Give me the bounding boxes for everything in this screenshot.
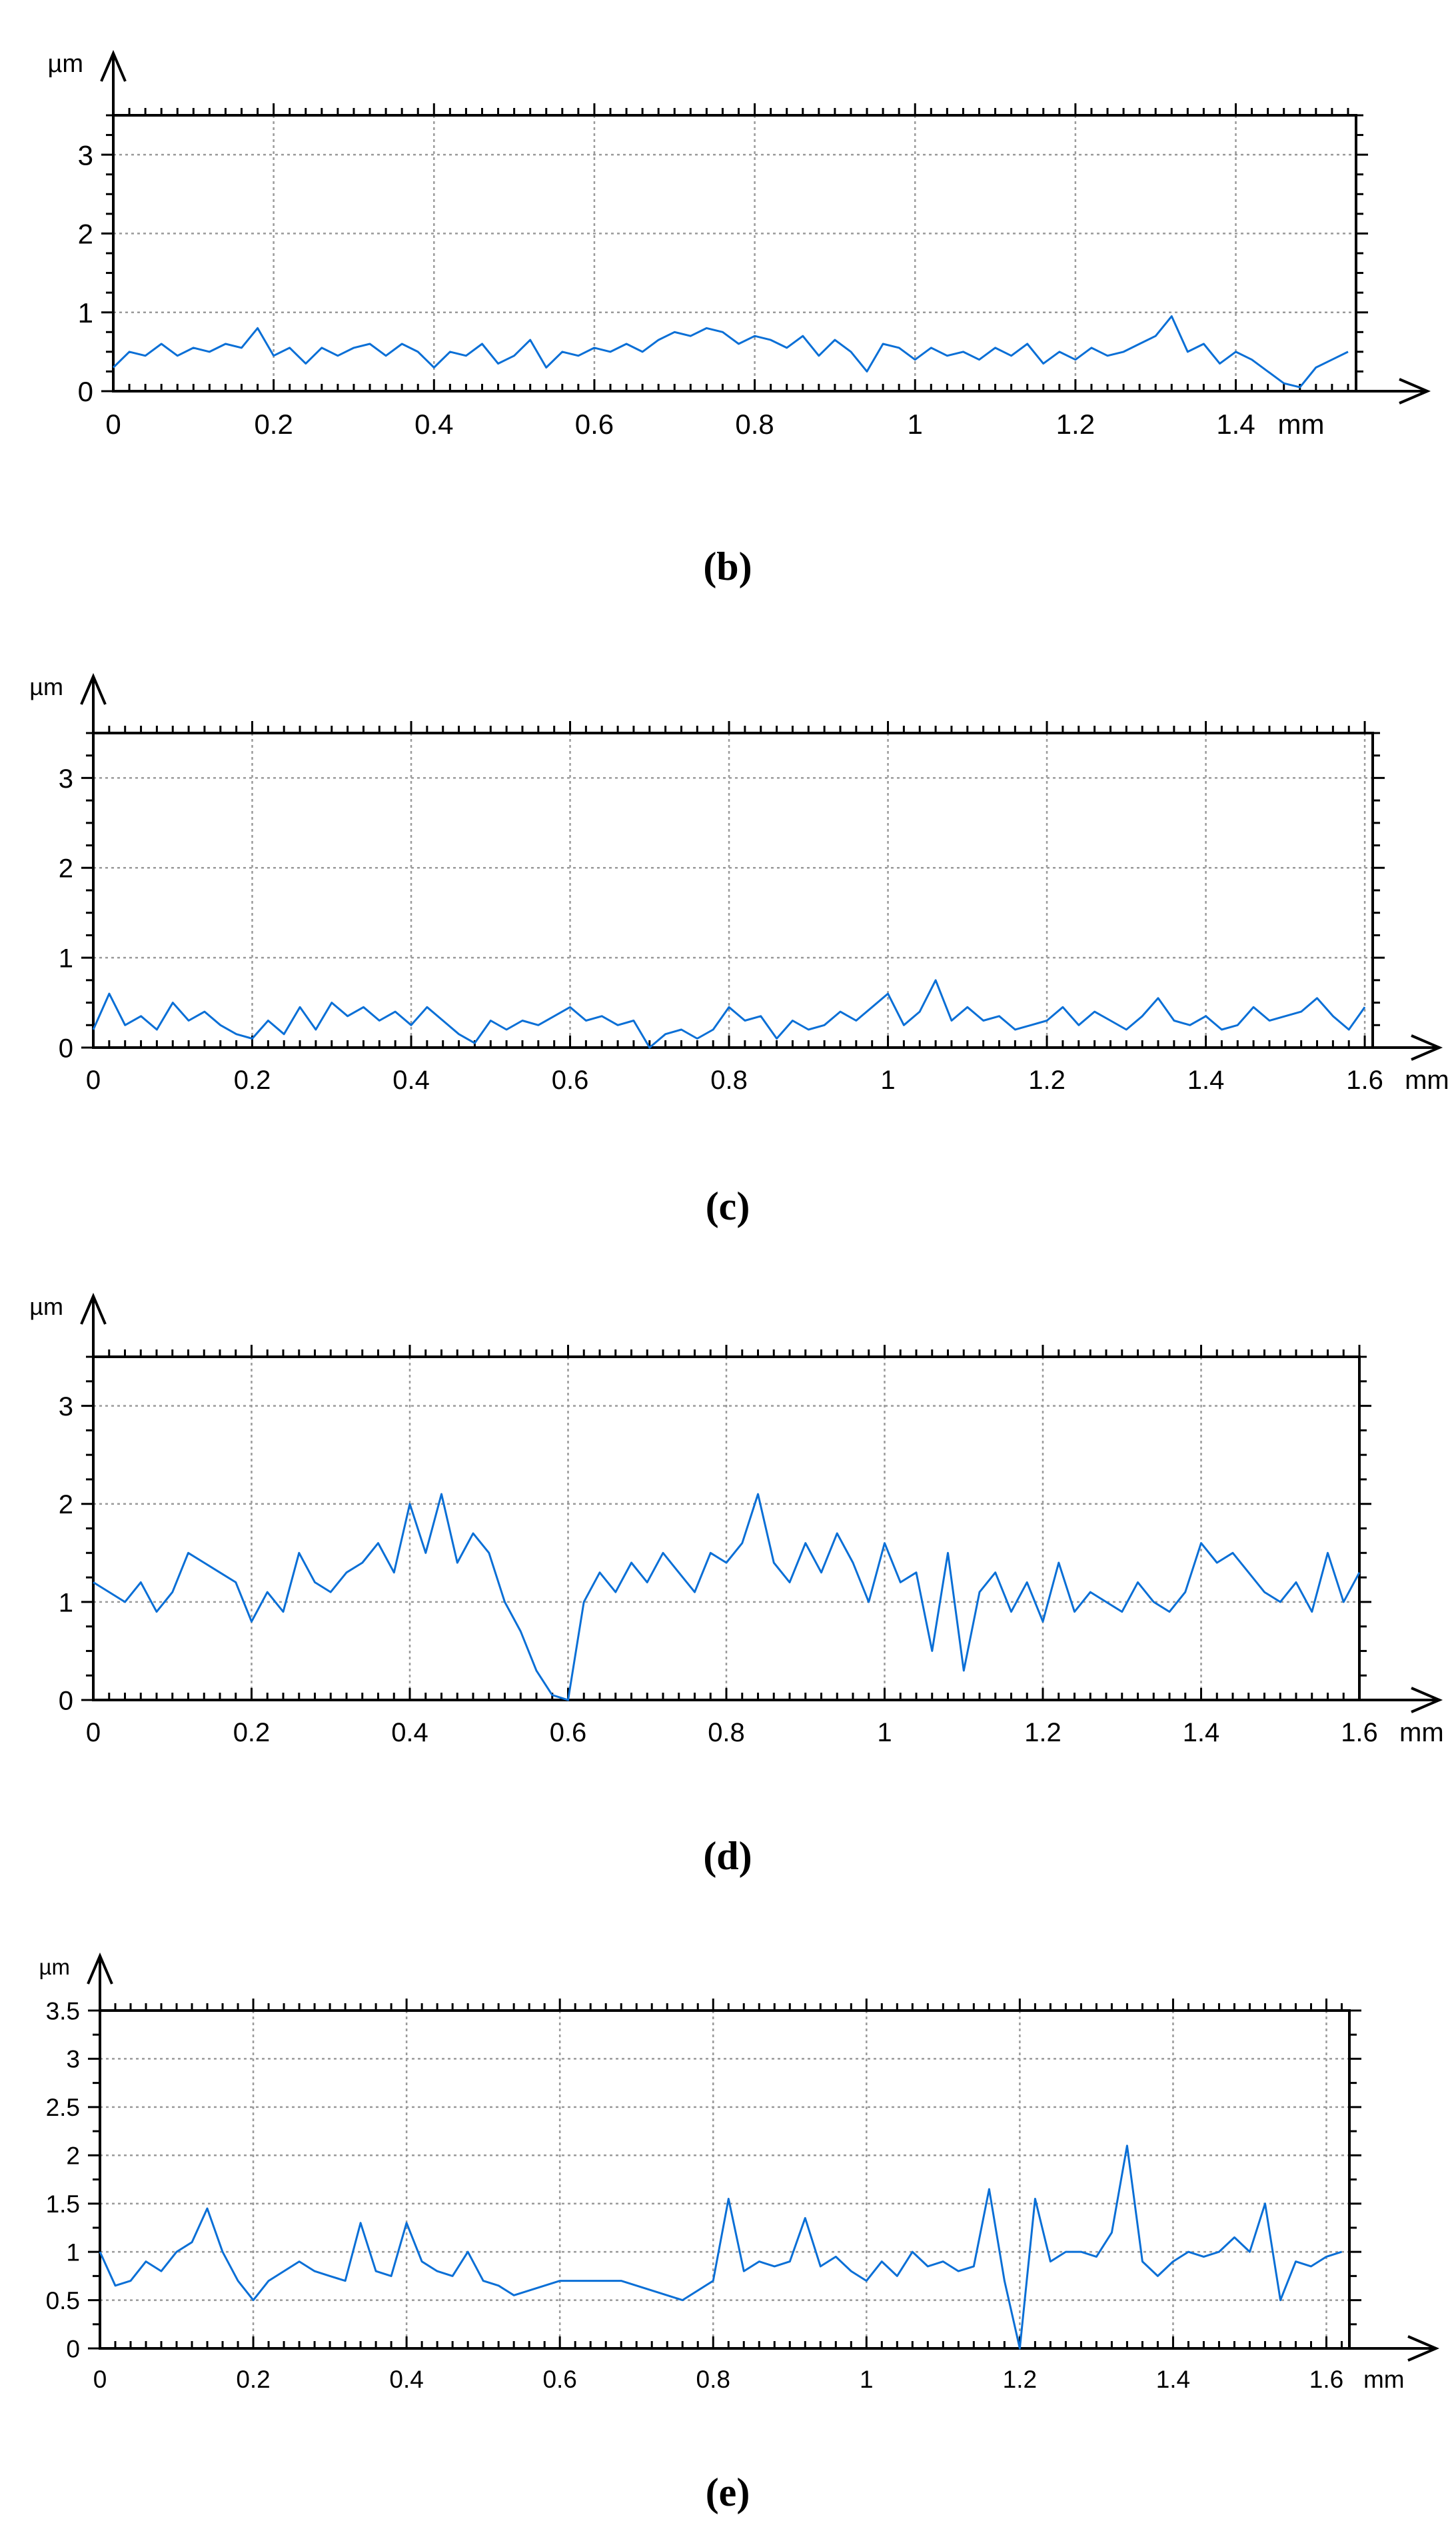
y-axis-arrow — [87, 1952, 113, 1985]
panel-caption: (e) — [706, 2470, 750, 2514]
y-tick-label: 3 — [66, 2046, 80, 2073]
x-tick-label: 0.6 — [542, 2366, 576, 2393]
panel-caption: (b) — [703, 544, 752, 588]
series-line — [112, 315, 1349, 389]
y-tick-label: 0 — [59, 1686, 73, 1715]
x-axis-arrow — [1411, 1034, 1443, 1061]
x-tick-label: 1.2 — [1056, 409, 1095, 440]
x-tick-label: 0.4 — [391, 1718, 428, 1747]
x-tick-label: 1 — [877, 1718, 892, 1747]
x-tick-label: 1.2 — [1028, 1066, 1066, 1095]
x-tick-label: 0.6 — [550, 1718, 587, 1747]
x-axis-arrow — [1411, 1687, 1443, 1713]
y-tick-label: 3 — [59, 764, 73, 794]
y-tick-label: 2 — [59, 854, 73, 884]
chart-panel-e: 0 0.2 0.4 0.6 0.8 1 1.2 1.4 1.6 0 0.5 1 1.5 2 2.5 3 3.5 µ… — [39, 1952, 1440, 2514]
chart-panel-b: 0 0.2 0.4 0.6 0.8 1 1.2 1.4 0 1 2 3 µm mm (b) — [47, 49, 1431, 588]
series-line — [92, 979, 1366, 1049]
plot-frame — [92, 1355, 1361, 1701]
x-tick-label: 1.6 — [1341, 1718, 1378, 1747]
x-tick-label: 0.4 — [389, 2366, 423, 2393]
y-axis-arrow — [100, 49, 127, 82]
y-tick-label: 2 — [78, 219, 93, 250]
y-tick-label: 3.5 — [46, 1997, 80, 2025]
y-tick-label: 3 — [78, 139, 93, 171]
x-tick-label: 0.8 — [735, 409, 774, 440]
x-tick-label: 1.4 — [1156, 2366, 1190, 2393]
y-tick-label: 1 — [59, 944, 73, 974]
x-axis-arrow — [1399, 378, 1431, 405]
chart-panel-d: 0 0.2 0.4 0.6 0.8 1 1.2 1.4 1.6 0 1 2 3 µm mm (d) — [29, 1292, 1444, 1878]
y-tick-label: 0 — [66, 2335, 80, 2362]
x-tick-label: 0.2 — [236, 2366, 270, 2393]
x-tick-label: 0.2 — [233, 1718, 271, 1747]
chart-panel-c: 0 0.2 0.4 0.6 0.8 1 1.2 1.4 1.6 0 1 2 3 µm mm (c) — [29, 672, 1449, 1228]
y-tick-label: 0 — [59, 1034, 73, 1063]
x-tick-label: 0.2 — [234, 1066, 271, 1095]
y-unit-label: µm — [29, 673, 63, 700]
x-tick-label: 0.8 — [710, 1066, 748, 1095]
panel-caption: (c) — [706, 1184, 750, 1228]
x-tick-label: 1 — [908, 409, 923, 440]
y-tick-label: 2.5 — [46, 2094, 80, 2121]
y-tick-label: 1 — [66, 2238, 80, 2266]
x-tick-label: 0.2 — [254, 409, 293, 440]
plot-frame — [92, 732, 1374, 1049]
x-tick-label: 0.6 — [552, 1066, 589, 1095]
x-tick-label: 0.4 — [414, 409, 453, 440]
y-axis-arrow — [80, 1292, 107, 1325]
x-tick-label: 0 — [86, 1066, 101, 1095]
x-tick-label: 0.8 — [708, 1718, 745, 1747]
y-unit-label: µm — [29, 1293, 63, 1320]
panel-caption: (d) — [703, 1834, 752, 1878]
plot-frame — [112, 114, 1357, 393]
x-tick-label: 1.4 — [1187, 1066, 1225, 1095]
y-tick-label: 0.5 — [46, 2287, 80, 2314]
y-tick-label: 3 — [59, 1392, 73, 1421]
x-tick-label: 1.6 — [1346, 1066, 1383, 1095]
x-unit-label: mm — [1405, 1066, 1449, 1095]
y-tick-label: 2 — [66, 2142, 80, 2170]
y-unit-label: µm — [47, 50, 83, 78]
x-tick-label: 1.2 — [1024, 1718, 1062, 1747]
x-tick-label: 1 — [860, 2366, 874, 2393]
x-tick-label: 0.8 — [696, 2366, 730, 2393]
x-unit-label: mm — [1363, 2366, 1405, 2393]
x-tick-label: 0.6 — [575, 409, 614, 440]
x-tick-label: 1.4 — [1216, 409, 1255, 440]
series-line — [99, 2144, 1342, 2350]
x-tick-label: 1 — [880, 1066, 895, 1095]
y-tick-label: 1.5 — [46, 2190, 80, 2218]
x-axis-arrow — [1407, 2335, 1440, 2362]
x-unit-label: mm — [1399, 1718, 1444, 1747]
x-tick-label: 0 — [105, 409, 121, 440]
y-tick-label: 1 — [59, 1588, 73, 1617]
y-axis-arrow — [80, 672, 107, 705]
y-tick-label: 1 — [78, 297, 93, 329]
plot-frame — [99, 2009, 1351, 2350]
series-line — [93, 1493, 1361, 1701]
y-tick-label: 0 — [78, 376, 93, 407]
x-tick-label: 1.2 — [1003, 2366, 1037, 2393]
x-tick-label: 0 — [93, 2366, 107, 2393]
y-tick-label: 2 — [59, 1490, 73, 1519]
y-unit-label: µm — [39, 1955, 70, 1979]
x-tick-label: 1.4 — [1183, 1718, 1220, 1747]
x-tick-label: 0.4 — [392, 1066, 430, 1095]
x-unit-label: mm — [1278, 409, 1325, 440]
x-tick-label: 1.6 — [1309, 2366, 1343, 2393]
x-tick-label: 0 — [86, 1718, 101, 1747]
